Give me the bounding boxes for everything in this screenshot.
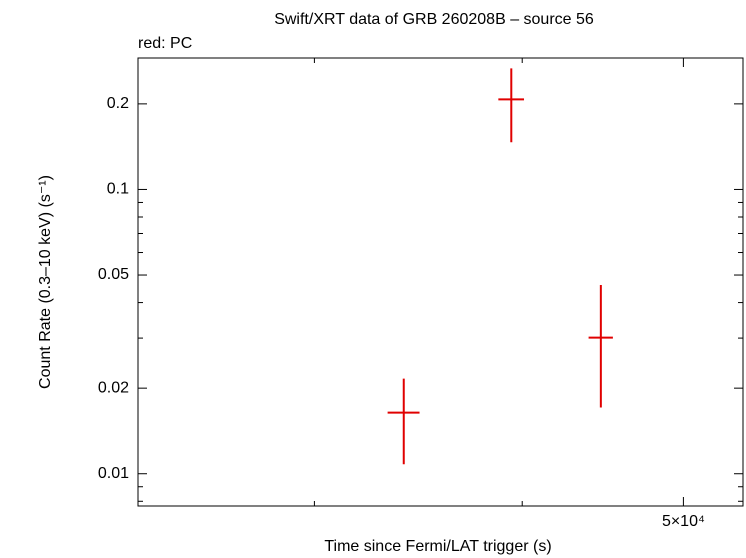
y-axis-label: Count Rate (0.3–10 keV) (s⁻¹) — [37, 175, 54, 389]
x-axis-label: Time since Fermi/LAT trigger (s) — [324, 538, 551, 555]
y-tick-label: 0.05 — [98, 266, 129, 283]
y-tick-label: 0.1 — [107, 181, 129, 198]
x-tick-label: 5×10⁴ — [662, 513, 705, 530]
plot-frame — [137, 57, 744, 507]
y-tick-label: 0.01 — [98, 465, 129, 482]
y-tick-label: 0.02 — [98, 379, 129, 396]
legend-note: red: PC — [138, 35, 192, 52]
chart-title: Swift/XRT data of GRB 260208B – source 5… — [274, 11, 594, 28]
y-tick-label: 0.2 — [107, 95, 129, 112]
